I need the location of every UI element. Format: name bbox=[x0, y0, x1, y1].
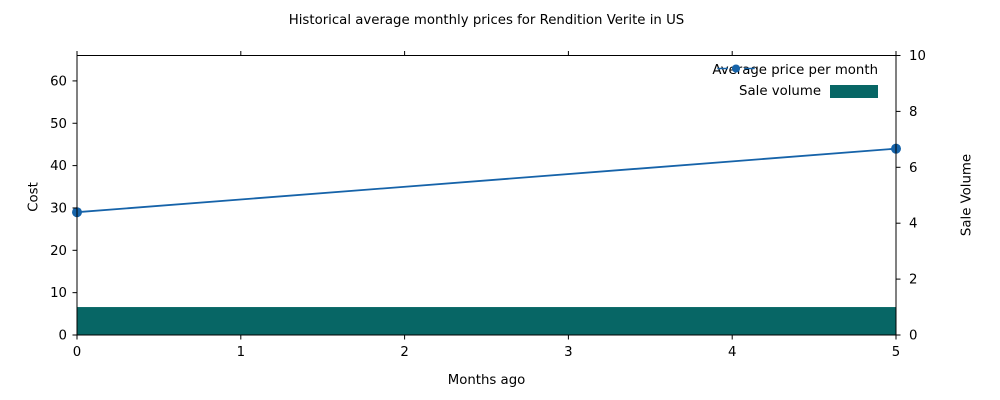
y-tick-label-left: 10 bbox=[50, 286, 67, 301]
x-tick-label: 0 bbox=[73, 345, 81, 360]
y-tick-label-left: 0 bbox=[59, 329, 67, 344]
x-tick-label: 2 bbox=[400, 345, 408, 360]
x-tick-label: 3 bbox=[564, 345, 572, 360]
y-tick-label-right: 0 bbox=[909, 329, 917, 344]
y-axis-label-right: Sale Volume bbox=[959, 153, 975, 237]
plot-frame bbox=[76, 55, 897, 336]
y-tick-label-left: 60 bbox=[50, 74, 67, 89]
x-tick-label: 4 bbox=[728, 345, 736, 360]
average-price-line bbox=[76, 147, 897, 214]
y-tick-label-left: 30 bbox=[50, 201, 67, 216]
y-tick-label-right: 8 bbox=[909, 105, 917, 120]
legend: Average price per month Sale volume bbox=[712, 62, 878, 99]
y-axis-label-left: Cost bbox=[26, 182, 42, 212]
x-tick-label: 1 bbox=[237, 345, 245, 360]
sale-volume-bar bbox=[77, 307, 896, 335]
y-tick-label-right: 4 bbox=[909, 217, 917, 232]
legend-line-sample-icon bbox=[717, 64, 756, 73]
legend-bar-sample-icon bbox=[830, 84, 878, 98]
y-tick-label-right: 6 bbox=[909, 161, 917, 176]
chart-title: Historical average monthly prices for Re… bbox=[288, 13, 685, 28]
y-tick-label-right: 2 bbox=[909, 273, 917, 288]
legend-label-sale-volume: Sale volume bbox=[739, 83, 821, 99]
y-tick-label-right: 10 bbox=[909, 49, 926, 64]
x-tick-label: 5 bbox=[892, 345, 900, 360]
legend-label-average-price: Average price per month bbox=[712, 62, 878, 78]
x-axis-label: Months ago bbox=[447, 373, 526, 388]
legend-item-sale-volume: Sale volume bbox=[739, 83, 878, 99]
y-tick-label-left: 50 bbox=[50, 117, 67, 132]
y-tick-label-left: 20 bbox=[50, 244, 67, 259]
legend-item-average-price: Average price per month bbox=[712, 62, 878, 78]
y-tick-label-left: 40 bbox=[50, 159, 67, 174]
